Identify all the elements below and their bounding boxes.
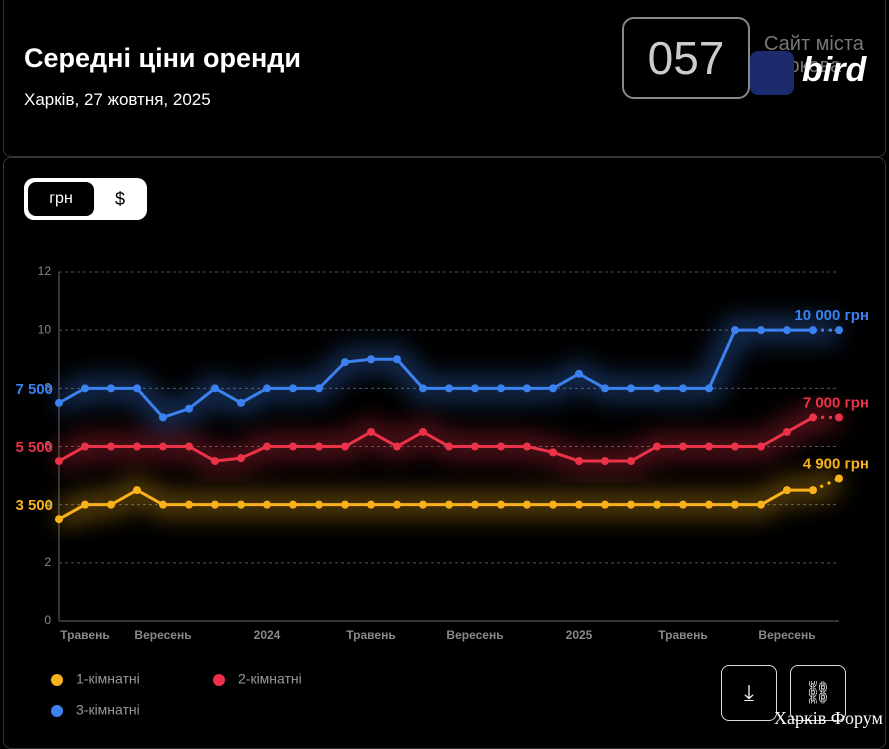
logo-badge: 057	[622, 17, 750, 99]
logo-icon	[750, 51, 794, 95]
toggle-usd[interactable]: $	[114, 189, 125, 209]
logo-brand: bird	[802, 51, 867, 89]
watermark: Харків Форум	[774, 708, 883, 728]
currency-toggle: грн $	[24, 178, 147, 220]
chart-card: грн $ ⤓ ⛓ Харків Форум	[3, 157, 886, 749]
download-button[interactable]: ⤓	[721, 665, 777, 721]
link-button[interactable]: ⛓	[790, 665, 846, 721]
header-card: Середні ціни оренди Харків, 27 жовтня, 2…	[3, 0, 886, 157]
title: Середні ціни оренди	[24, 43, 302, 73]
toggle-uah[interactable]: грн	[28, 182, 94, 216]
subtitle: Харків, 27 жовтня, 2025	[24, 90, 211, 109]
